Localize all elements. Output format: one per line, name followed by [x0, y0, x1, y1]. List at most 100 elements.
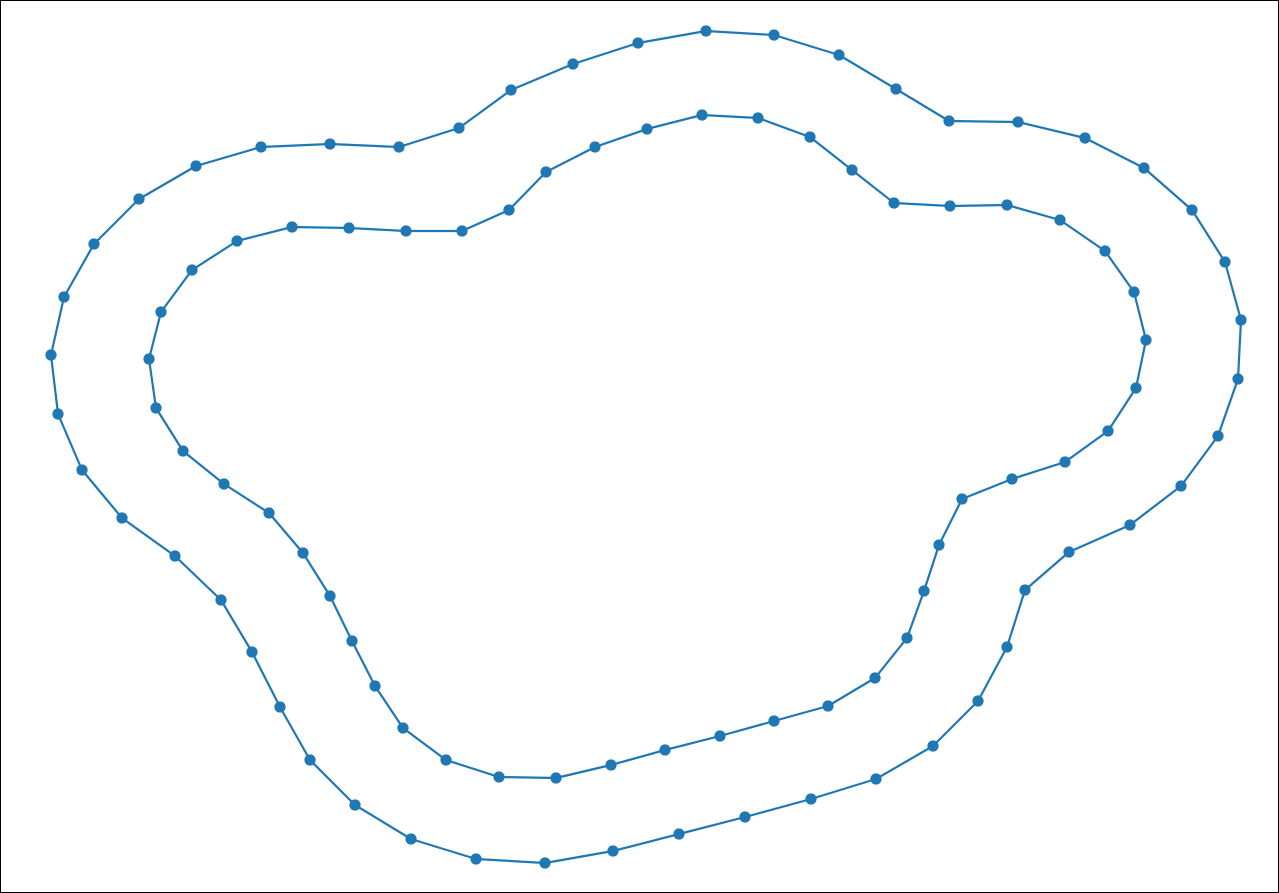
series-2-point-44 — [400, 225, 412, 237]
series-2-point-22 — [768, 715, 780, 727]
series-layer — [45, 25, 1247, 869]
series-1-point-29 — [349, 799, 361, 811]
series-2-point-5 — [888, 197, 900, 209]
series-1-point-23 — [739, 811, 751, 823]
series-1-point-5 — [943, 115, 955, 127]
series-2-point-39 — [155, 306, 167, 318]
series-2-point-40 — [186, 264, 198, 276]
series-1-point-35 — [116, 512, 128, 524]
series-1-point-19 — [972, 695, 984, 707]
series-1-point-13 — [1212, 430, 1224, 442]
series-1-point-11 — [1235, 314, 1247, 326]
series-1-point-33 — [215, 594, 227, 606]
series-1-point-18 — [1001, 641, 1013, 653]
series-1-point-45 — [393, 141, 405, 153]
series-2-point-20 — [869, 672, 881, 684]
series-1-point-2 — [768, 29, 780, 41]
series-2-point-32 — [324, 590, 336, 602]
series-1-point-16 — [1063, 546, 1075, 558]
series-2-point-33 — [297, 547, 309, 559]
series-2-point-4 — [846, 164, 858, 176]
series-1-point-36 — [76, 464, 88, 476]
series-2-point-25 — [605, 759, 617, 771]
series-1-point-25 — [607, 845, 619, 857]
series-2-point-2 — [752, 112, 764, 124]
series-1-point-24 — [673, 828, 685, 840]
series-2-point-17 — [933, 539, 945, 551]
series-1-point-39 — [58, 291, 70, 303]
series-1-point-3 — [833, 49, 845, 61]
series-1-point-42 — [190, 160, 202, 172]
series-1-point-28 — [405, 833, 417, 845]
series-2-point-16 — [956, 493, 968, 505]
series-1-point-27 — [470, 853, 482, 865]
series-2-point-8 — [1054, 214, 1066, 226]
series-2-point-29 — [397, 722, 409, 734]
series-1-point-48 — [567, 58, 579, 70]
series-2-point-11 — [1140, 334, 1152, 346]
series-1-point-6 — [1012, 116, 1024, 128]
series-1-point-32 — [246, 646, 258, 658]
series-2-point-45 — [456, 225, 468, 237]
series-1-point-17 — [1019, 584, 1031, 596]
series-1-point-30 — [304, 754, 316, 766]
series-2-point-26 — [550, 772, 562, 784]
series-2-point-10 — [1128, 286, 1140, 298]
series-1-point-34 — [169, 550, 181, 562]
series-2-point-36 — [177, 445, 189, 457]
series-2-point-42 — [286, 221, 298, 233]
series-2-point-6 — [944, 200, 956, 212]
series-1-point-41 — [133, 193, 145, 205]
series-1-point-38 — [45, 349, 57, 361]
series-1-point-10 — [1219, 256, 1231, 268]
series-1-point-22 — [805, 793, 817, 805]
series-1-point-1 — [700, 25, 712, 37]
series-2-line — [147, 113, 1148, 780]
series-1-point-44 — [324, 138, 336, 150]
series-1-point-31 — [274, 701, 286, 713]
series-2-point-34 — [263, 507, 275, 519]
series-2-point-37 — [150, 402, 162, 414]
series-1-point-43 — [255, 141, 267, 153]
series-2-point-7 — [1001, 199, 1013, 211]
series-2-point-38 — [143, 353, 155, 365]
series-1-point-12 — [1232, 373, 1244, 385]
series-2-point-14 — [1059, 456, 1071, 468]
series-2-point-46 — [503, 204, 515, 216]
series-2-point-35 — [218, 478, 230, 490]
series-1-point-15 — [1124, 519, 1136, 531]
series-1-line — [49, 29, 1243, 865]
series-2-point-49 — [641, 123, 653, 135]
series-1-point-14 — [1175, 480, 1187, 492]
series-1-point-49 — [632, 37, 644, 49]
series-2-point-18 — [918, 585, 930, 597]
series-2-point-31 — [346, 635, 358, 647]
series-1-point-8 — [1138, 162, 1150, 174]
series-2-point-43 — [343, 222, 355, 234]
series-2-point-15 — [1006, 473, 1018, 485]
series-1-point-21 — [870, 773, 882, 785]
series-2-point-47 — [540, 166, 552, 178]
series-2-point-27 — [493, 771, 505, 783]
series-2-point-23 — [714, 730, 726, 742]
series-2-point-41 — [231, 235, 243, 247]
series-1-point-46 — [453, 122, 465, 134]
series-1-point-37 — [52, 408, 64, 420]
series-2-point-28 — [440, 754, 452, 766]
series-1-point-47 — [505, 84, 517, 96]
series-2-point-3 — [804, 131, 816, 143]
series-2-point-48 — [589, 141, 601, 153]
series-2-point-21 — [822, 700, 834, 712]
series-1-point-26 — [539, 857, 551, 869]
series-2-point-12 — [1130, 382, 1142, 394]
series-1-point-4 — [890, 83, 902, 95]
series-2-point-9 — [1099, 245, 1111, 257]
series-1 — [45, 25, 1247, 869]
series-1-point-7 — [1079, 132, 1091, 144]
series-2-point-19 — [901, 632, 913, 644]
series-1-point-9 — [1186, 204, 1198, 216]
series-2-point-1 — [696, 109, 708, 121]
